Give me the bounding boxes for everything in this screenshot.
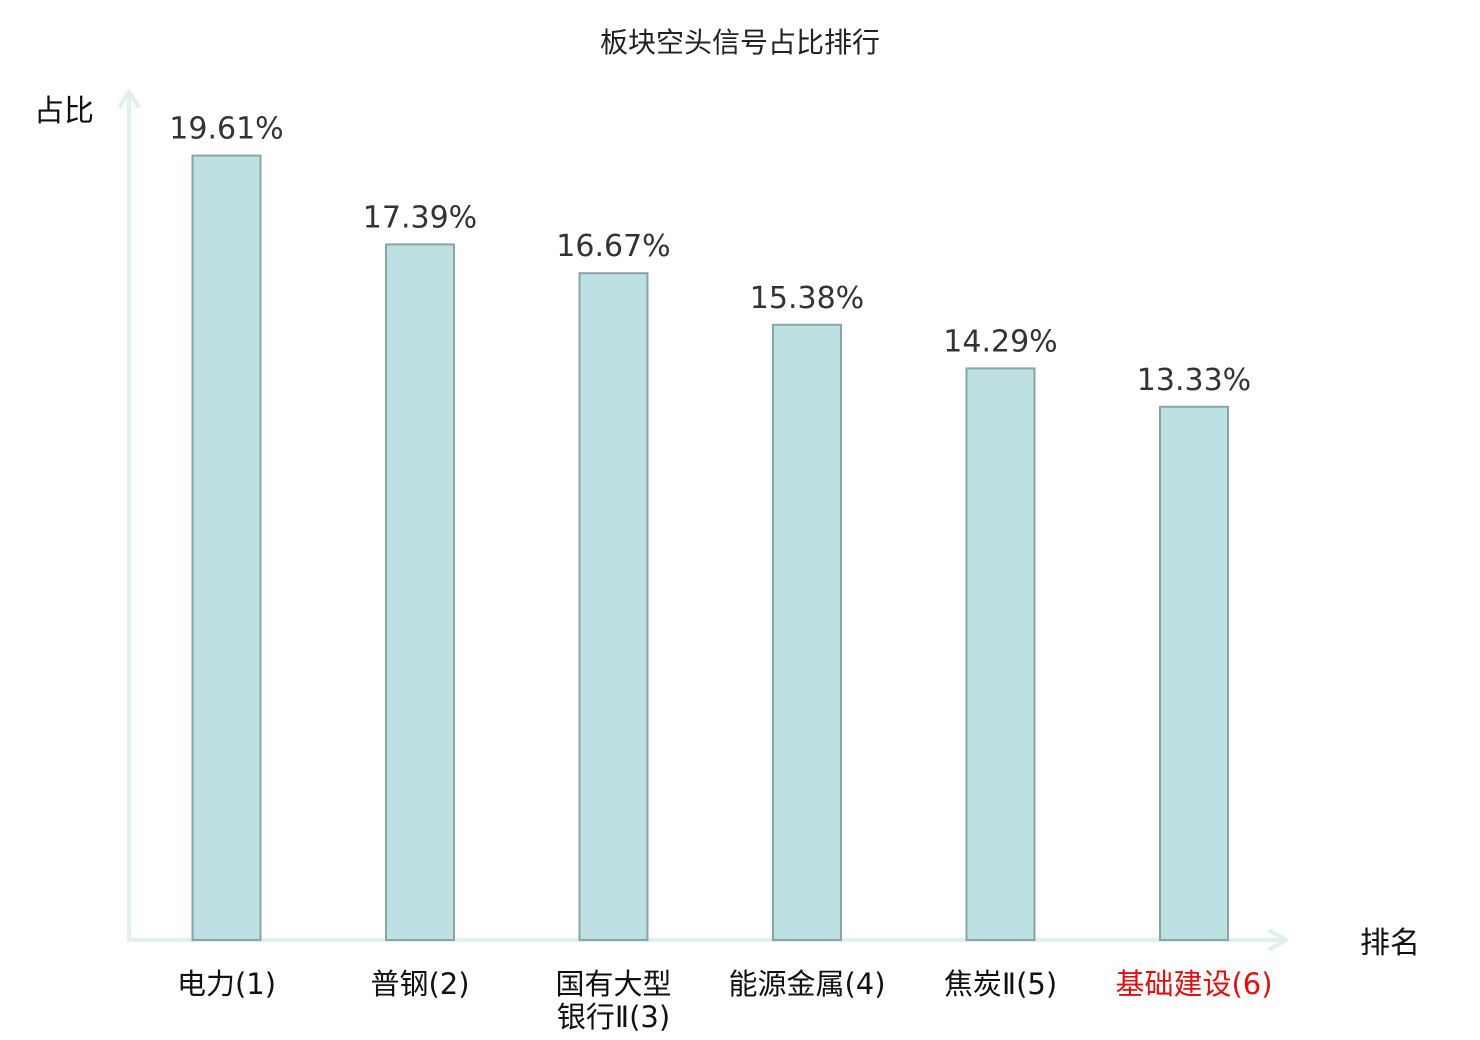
x-tick-label: 能源金属(4) (728, 967, 885, 1001)
bar (772, 323, 842, 941)
data-label: 16.67% (556, 229, 670, 264)
bar (385, 243, 455, 941)
data-label: 13.33% (1137, 363, 1251, 398)
bar (191, 154, 262, 942)
y-axis-label: 占比 (34, 94, 94, 129)
data-label: 17.39% (363, 200, 477, 235)
x-tick-label: 国有大型 (555, 967, 671, 1001)
x-tick-label: 电力(1) (177, 967, 276, 1001)
x-axis-label: 排名 (1360, 926, 1420, 961)
data-label: 14.29% (943, 324, 1057, 359)
x-tick-label: 基础建设(6) (1115, 967, 1272, 1001)
data-label: 15.38% (750, 281, 864, 316)
x-tick-label: 普钢(2) (370, 967, 469, 1001)
x-axis-arrowhead (1268, 929, 1288, 951)
x-tick-label: 焦炭Ⅱ(5) (944, 967, 1057, 1001)
x-tick-label: 银行Ⅱ(3) (557, 1000, 670, 1034)
bar (1159, 405, 1229, 941)
bar-series (191, 154, 1229, 942)
bar (578, 272, 649, 941)
bar (965, 367, 1036, 941)
data-label: 19.61% (169, 112, 283, 147)
value-labels: 19.61% 17.39% 16.67% 15.38% 14.29% 13.33% (169, 112, 1251, 398)
chart-title: 板块空头信号占比排行 (600, 26, 880, 59)
